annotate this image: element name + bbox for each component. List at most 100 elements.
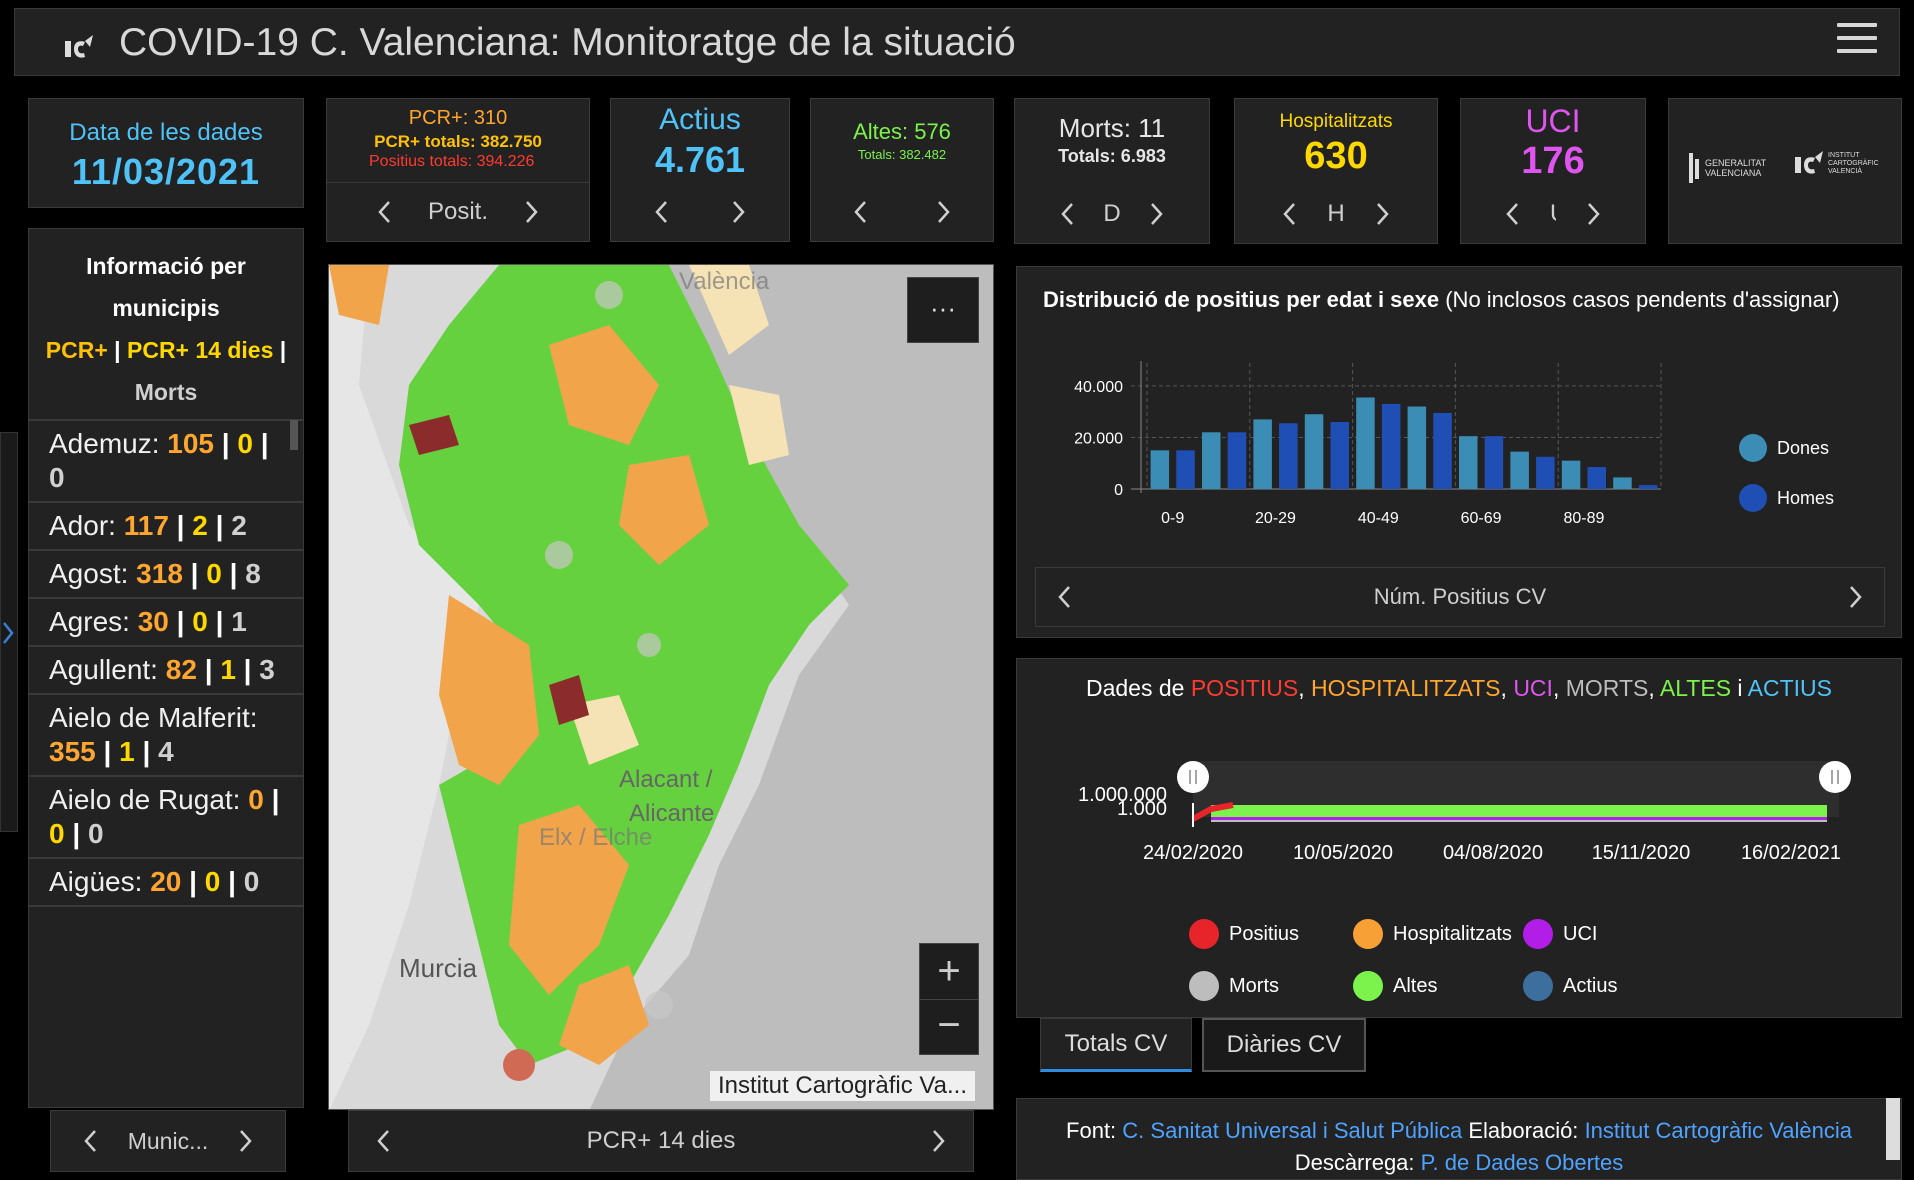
chevron-right-icon[interactable] [929, 1129, 947, 1153]
chevron-left-icon[interactable] [375, 1129, 393, 1153]
bar-homes[interactable] [1536, 456, 1555, 489]
timeseries-title: Dades de POSITIUS, HOSPITALITZATS, UCI, … [1085, 675, 1833, 701]
bar-homes[interactable] [1587, 467, 1607, 489]
tab-diaries[interactable]: Diàries CV [1202, 1018, 1366, 1072]
list-item[interactable]: Agres: 30 | 0 | 1 [29, 599, 303, 647]
municipality-list[interactable]: Ademuz: 105 | 0 | 0 Ador: 117 | 2 | 2 Agos… [29, 421, 303, 907]
muni-name: Aielo de Malferit: [49, 702, 258, 733]
series-uci[interactable] [1211, 817, 1827, 820]
chevron-left-icon[interactable] [1059, 202, 1077, 226]
list-item[interactable]: Aielo de Rugat: 0 | 0 | 0 [29, 777, 303, 859]
bar-homes[interactable] [1330, 421, 1350, 489]
chevron-right-icon[interactable] [1846, 585, 1864, 609]
bar-homes[interactable] [1484, 436, 1504, 489]
pcr-total: PCR+ totals: 382.750 [374, 132, 542, 151]
legend-item-actius[interactable]: Actius [1523, 971, 1617, 1001]
chevron-left-icon[interactable] [376, 200, 394, 224]
chevron-left-icon[interactable] [1056, 585, 1074, 609]
footer-elab-link[interactable]: Institut Cartogràfic [1584, 1118, 1764, 1143]
legend-pcr: PCR+ [45, 337, 108, 363]
chevron-right-icon[interactable] [1584, 202, 1602, 226]
hamburger-menu-icon[interactable] [1837, 23, 1877, 59]
bar-homes[interactable] [1176, 450, 1195, 489]
bar-homes[interactable] [1279, 423, 1298, 489]
list-item[interactable]: Agost: 318 | 0 | 8 [29, 551, 303, 599]
bar-homes[interactable] [1638, 485, 1658, 489]
sidebar-scrollbar[interactable] [290, 420, 298, 450]
muni-pcr14: 0 [206, 558, 222, 589]
series-altes[interactable] [1211, 805, 1827, 817]
map-more-button[interactable]: ··· [907, 277, 979, 343]
legend-item-homes[interactable]: Homes [1739, 473, 1834, 523]
series-positius-start [1191, 802, 1234, 822]
list-item[interactable]: Aielo de Malferit: 355 | 1 | 4 [29, 695, 303, 777]
uci-value: 176 [1521, 140, 1585, 182]
footer-scrollbar[interactable] [1886, 1098, 1900, 1160]
chevron-right-icon[interactable] [1373, 202, 1391, 226]
legend-item-positius[interactable]: Positius [1189, 919, 1299, 949]
legend-swatch-homes [1739, 484, 1767, 512]
actius-label: Actius [659, 103, 741, 136]
muni-morts: 4 [158, 736, 174, 767]
list-item[interactable]: Aigües: 20 | 0 | 0 [29, 859, 303, 907]
chevron-left-icon[interactable] [1281, 202, 1299, 226]
chevron-left-icon[interactable] [82, 1129, 100, 1153]
bar-homes[interactable] [1381, 403, 1401, 489]
bar-dones[interactable] [1304, 414, 1324, 489]
chevron-right-icon[interactable] [934, 200, 952, 224]
chevron-left-icon[interactable] [1504, 202, 1522, 226]
age-chart-title-rest: (No inclosos casos pendents d'assignar) [1445, 287, 1840, 312]
muni-morts: 1 [231, 606, 247, 637]
list-item[interactable]: Agullent: 82 | 1 | 3 [29, 647, 303, 695]
list-item[interactable]: Ador: 117 | 2 | 2 [29, 503, 303, 551]
legend-item-uci[interactable]: UCI [1523, 919, 1597, 949]
bar-dones[interactable] [1561, 460, 1581, 489]
muni-pcr: 82 [165, 654, 197, 685]
chevron-right-icon[interactable] [729, 200, 747, 224]
zoom-out-button[interactable]: − [937, 1003, 961, 1047]
map-canvas[interactable]: Murcia Alacant / Alicante Elx / Elche Va… [329, 265, 994, 1110]
bar-dones[interactable] [1356, 397, 1375, 489]
legend-item-altes[interactable]: Altes [1353, 971, 1437, 1001]
legend-item-hospitalitzats[interactable]: Hospitalitzats [1353, 919, 1512, 949]
series-morts[interactable] [1211, 820, 1827, 822]
muni-pcr: 105 [167, 428, 214, 459]
chevron-right-icon[interactable] [522, 200, 540, 224]
map-view[interactable]: Murcia Alacant / Alicante Elx / Elche Va… [328, 264, 994, 1110]
chevron-right-icon[interactable] [236, 1129, 254, 1153]
timeseries-legend: Positius Hospitalitzats UCI Morts Altes Actiu… [1017, 909, 1903, 1017]
age-sex-chart[interactable]: 0 20.000 40.000 0-9 20-29 40-49 60-69 80-89 [1017, 267, 1903, 557]
bar-dones[interactable] [1253, 419, 1272, 489]
bar-dones[interactable] [1407, 406, 1427, 489]
footer-font-link[interactable]: C. Sanitat Universal i Salut Pública [1122, 1118, 1463, 1143]
range-handle-left[interactable] [1177, 761, 1209, 793]
tab-diaries-label: Diàries CV [1226, 1031, 1342, 1058]
morts-indicator: Morts: 11 Totals: 6.983 D [1014, 98, 1210, 244]
altes-total: Totals: 382.482 [857, 147, 947, 162]
chevron-left-icon[interactable] [852, 200, 870, 224]
footer-desc-link[interactable]: P. de Dades Obertes [1420, 1150, 1624, 1175]
legend-swatch [1189, 971, 1219, 1001]
icv-logo-icon [1795, 151, 1823, 174]
map-attribution[interactable]: Institut Cartogràfic Va... [710, 1071, 975, 1101]
altes-nav [811, 183, 993, 241]
bar-dones[interactable] [1201, 432, 1221, 489]
range-handle-right[interactable] [1819, 761, 1851, 793]
bar-homes[interactable] [1227, 432, 1247, 489]
zoom-in-button[interactable]: + [920, 944, 978, 1000]
chevron-left-icon[interactable] [653, 200, 671, 224]
tab-totals[interactable]: Totals CV [1040, 1018, 1192, 1072]
list-item[interactable]: Ademuz: 105 | 0 | 0 [29, 421, 303, 503]
bar-dones[interactable] [1150, 450, 1170, 489]
bar-dones[interactable] [1458, 436, 1478, 489]
x-tick-label: 60-69 [1461, 510, 1502, 527]
chevron-right-icon[interactable] [1147, 202, 1165, 226]
legend-item-dones[interactable]: Dones [1739, 423, 1834, 473]
bar-dones[interactable] [1613, 477, 1632, 489]
bar-homes[interactable] [1433, 412, 1452, 489]
side-panel-toggle[interactable] [0, 432, 18, 832]
bar-dones[interactable] [1510, 451, 1529, 489]
footer-elab-link2[interactable]: València [1769, 1118, 1852, 1143]
legend-item-morts[interactable]: Morts [1189, 971, 1279, 1001]
